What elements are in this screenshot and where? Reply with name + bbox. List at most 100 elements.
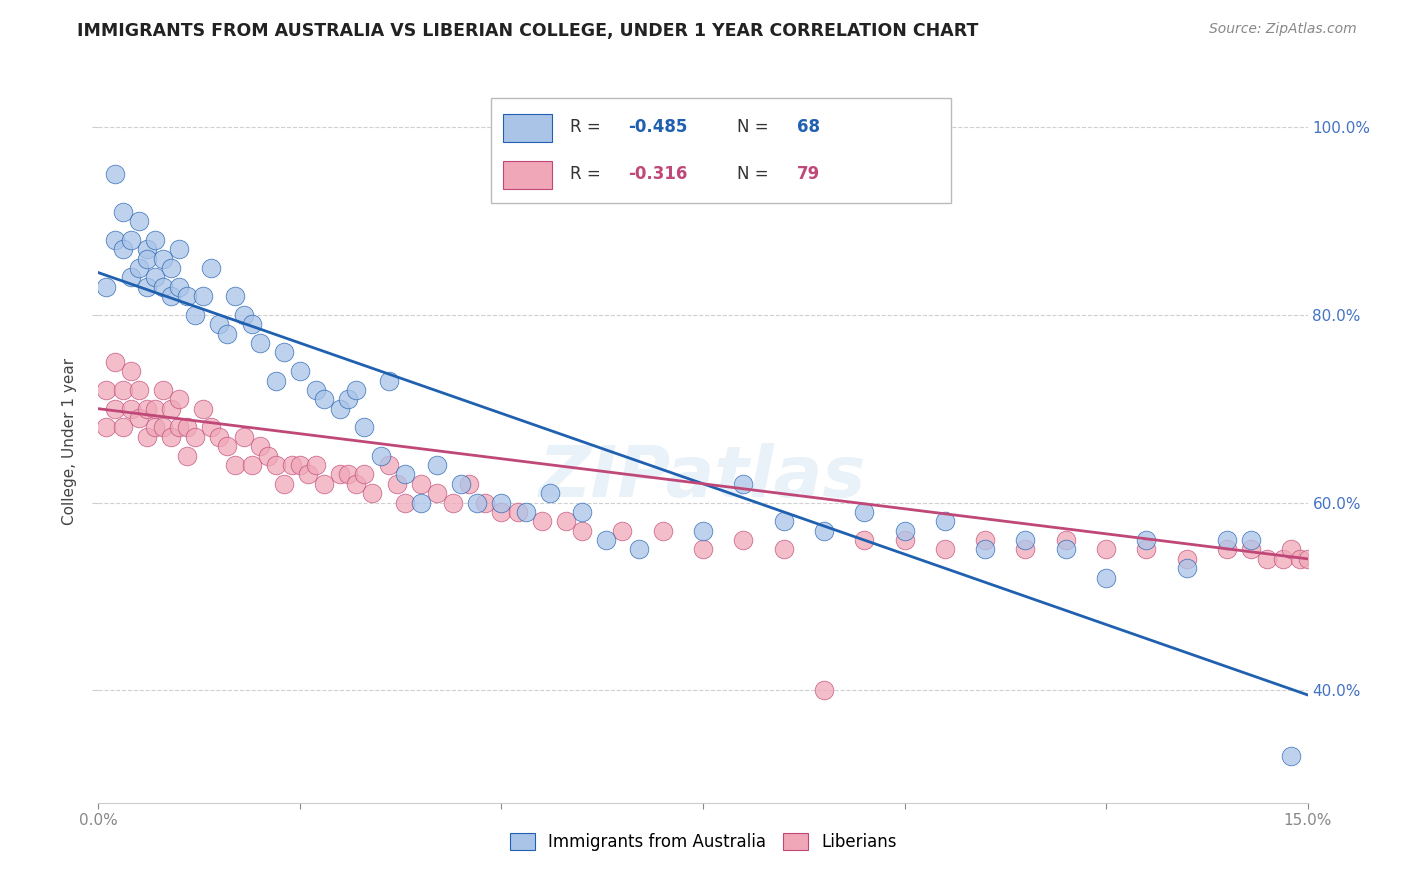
Point [96, 279, 118, 293]
Point [152, 383, 174, 397]
Point [176, 420, 198, 434]
Point [143, 401, 166, 416]
Text: 79: 79 [797, 165, 821, 183]
Point [571, 505, 593, 519]
Point [538, 486, 561, 500]
Point [135, 242, 157, 256]
Point [103, 401, 125, 416]
Point [264, 458, 287, 472]
Point [1175, 561, 1198, 575]
Point [217, 439, 239, 453]
Point [217, 326, 239, 341]
Point [1014, 542, 1036, 557]
Point [135, 401, 157, 416]
Text: N =: N = [737, 165, 773, 183]
Point [458, 476, 481, 491]
Point [143, 270, 166, 285]
Point [176, 289, 198, 303]
Point [297, 467, 319, 482]
Point [370, 449, 392, 463]
Point [612, 524, 634, 538]
Point [193, 289, 215, 303]
Point [337, 392, 360, 407]
Point [1054, 533, 1077, 547]
Point [441, 495, 464, 509]
Point [1175, 551, 1198, 566]
Text: N =: N = [737, 119, 773, 136]
Point [103, 167, 125, 181]
Point [176, 449, 198, 463]
Point [103, 355, 125, 369]
Point [135, 252, 157, 266]
Point [329, 467, 352, 482]
Point [111, 204, 134, 219]
Point [506, 505, 529, 519]
Point [240, 318, 263, 332]
Text: IMMIGRANTS FROM AUSTRALIA VS LIBERIAN COLLEGE, UNDER 1 YEAR CORRELATION CHART: IMMIGRANTS FROM AUSTRALIA VS LIBERIAN CO… [77, 22, 979, 40]
Point [264, 374, 287, 388]
Point [314, 392, 336, 407]
Point [1281, 748, 1303, 763]
Point [143, 233, 166, 247]
Point [1054, 542, 1077, 557]
Point [120, 364, 142, 378]
Point [394, 467, 416, 482]
Text: R =: R = [569, 165, 606, 183]
FancyBboxPatch shape [492, 98, 950, 203]
Point [111, 383, 134, 397]
Point [1256, 551, 1278, 566]
Point [111, 242, 134, 256]
Point [103, 233, 125, 247]
Point [361, 486, 384, 500]
Point [555, 514, 578, 528]
Point [337, 467, 360, 482]
Point [1272, 551, 1295, 566]
Point [128, 260, 150, 275]
Point [491, 495, 513, 509]
Point [200, 260, 222, 275]
Point [120, 233, 142, 247]
Point [571, 524, 593, 538]
Point [111, 420, 134, 434]
Point [474, 495, 496, 509]
Point [1216, 542, 1239, 557]
Point [1240, 533, 1263, 547]
Point [1296, 551, 1319, 566]
Point [530, 514, 553, 528]
Point [893, 524, 915, 538]
Point [128, 214, 150, 228]
Point [344, 476, 367, 491]
Point [1095, 542, 1118, 557]
Point [96, 420, 118, 434]
Point [167, 392, 190, 407]
Point [377, 458, 399, 472]
FancyBboxPatch shape [503, 114, 551, 142]
Point [305, 383, 328, 397]
Point [934, 542, 956, 557]
Point [314, 476, 336, 491]
Point [167, 242, 190, 256]
Point [1095, 571, 1118, 585]
Point [200, 420, 222, 434]
Point [426, 486, 449, 500]
Point [385, 476, 408, 491]
Point [491, 505, 513, 519]
Point [409, 476, 432, 491]
Point [152, 252, 174, 266]
Point [208, 318, 231, 332]
Point [651, 524, 673, 538]
Point [813, 683, 835, 698]
Point [305, 458, 328, 472]
Point [143, 420, 166, 434]
Point [1014, 533, 1036, 547]
Point [96, 383, 118, 397]
Text: -0.485: -0.485 [628, 119, 688, 136]
Point [394, 495, 416, 509]
Point [120, 401, 142, 416]
Point [160, 430, 183, 444]
Text: ZIPatlas: ZIPatlas [540, 443, 866, 512]
Point [281, 458, 304, 472]
Point [160, 401, 183, 416]
Point [273, 476, 295, 491]
Point [426, 458, 449, 472]
